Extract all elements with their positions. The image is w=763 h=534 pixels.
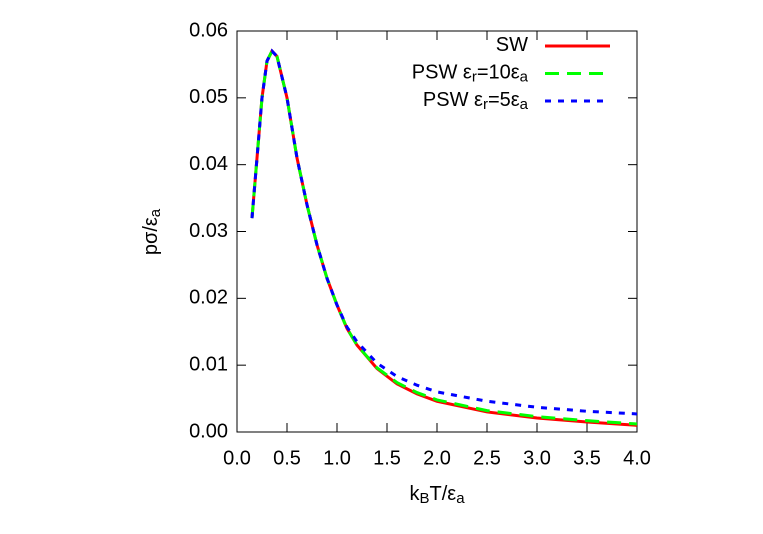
- text-part: =5ε: [488, 89, 520, 111]
- legend-label: PSW εr=5εa: [423, 89, 529, 113]
- y-axis-label: pσ/εa: [140, 208, 164, 255]
- text-part: k: [409, 483, 420, 505]
- subscript: a: [147, 208, 164, 217]
- subscript: r: [483, 96, 488, 113]
- x-tick-label: 1.5: [373, 447, 401, 469]
- y-tick-label: 0.06: [189, 19, 228, 41]
- text-part: pσ/ε: [140, 217, 162, 255]
- y-tick-label: 0.01: [189, 353, 228, 375]
- y-tick-label: 0.04: [189, 153, 228, 175]
- subscript: a: [456, 490, 465, 507]
- series-line: [250, 48, 638, 416]
- text-part: PSW ε: [423, 89, 483, 111]
- x-tick-label: 1.0: [323, 447, 351, 469]
- x-axis-label: kBT/εa: [409, 483, 465, 507]
- subscript: B: [419, 490, 429, 507]
- subscript: r: [472, 69, 477, 86]
- x-tick-label: 3.0: [523, 447, 551, 469]
- text-part: PSW ε: [412, 62, 472, 84]
- subscript: a: [520, 69, 529, 86]
- y-tick-label: 0.00: [189, 420, 228, 442]
- x-tick-label: 0.0: [223, 447, 251, 469]
- text-part: =10ε: [477, 62, 520, 84]
- x-tick-label: 2.5: [473, 447, 501, 469]
- y-tick-label: 0.02: [189, 287, 228, 309]
- x-tick-label: 0.5: [273, 447, 301, 469]
- legend-label: PSW εr=10εa: [412, 62, 529, 86]
- y-tick-label: 0.03: [189, 220, 228, 242]
- legend-label: SW: [496, 34, 528, 56]
- x-tick-label: 2.0: [423, 447, 451, 469]
- x-tick-label: 4.0: [623, 447, 651, 469]
- text-part: SW: [496, 34, 528, 56]
- text-part: T/ε: [429, 483, 456, 505]
- x-tick-label: 3.5: [573, 447, 601, 469]
- subscript: a: [520, 96, 529, 113]
- y-tick-label: 0.05: [189, 86, 228, 108]
